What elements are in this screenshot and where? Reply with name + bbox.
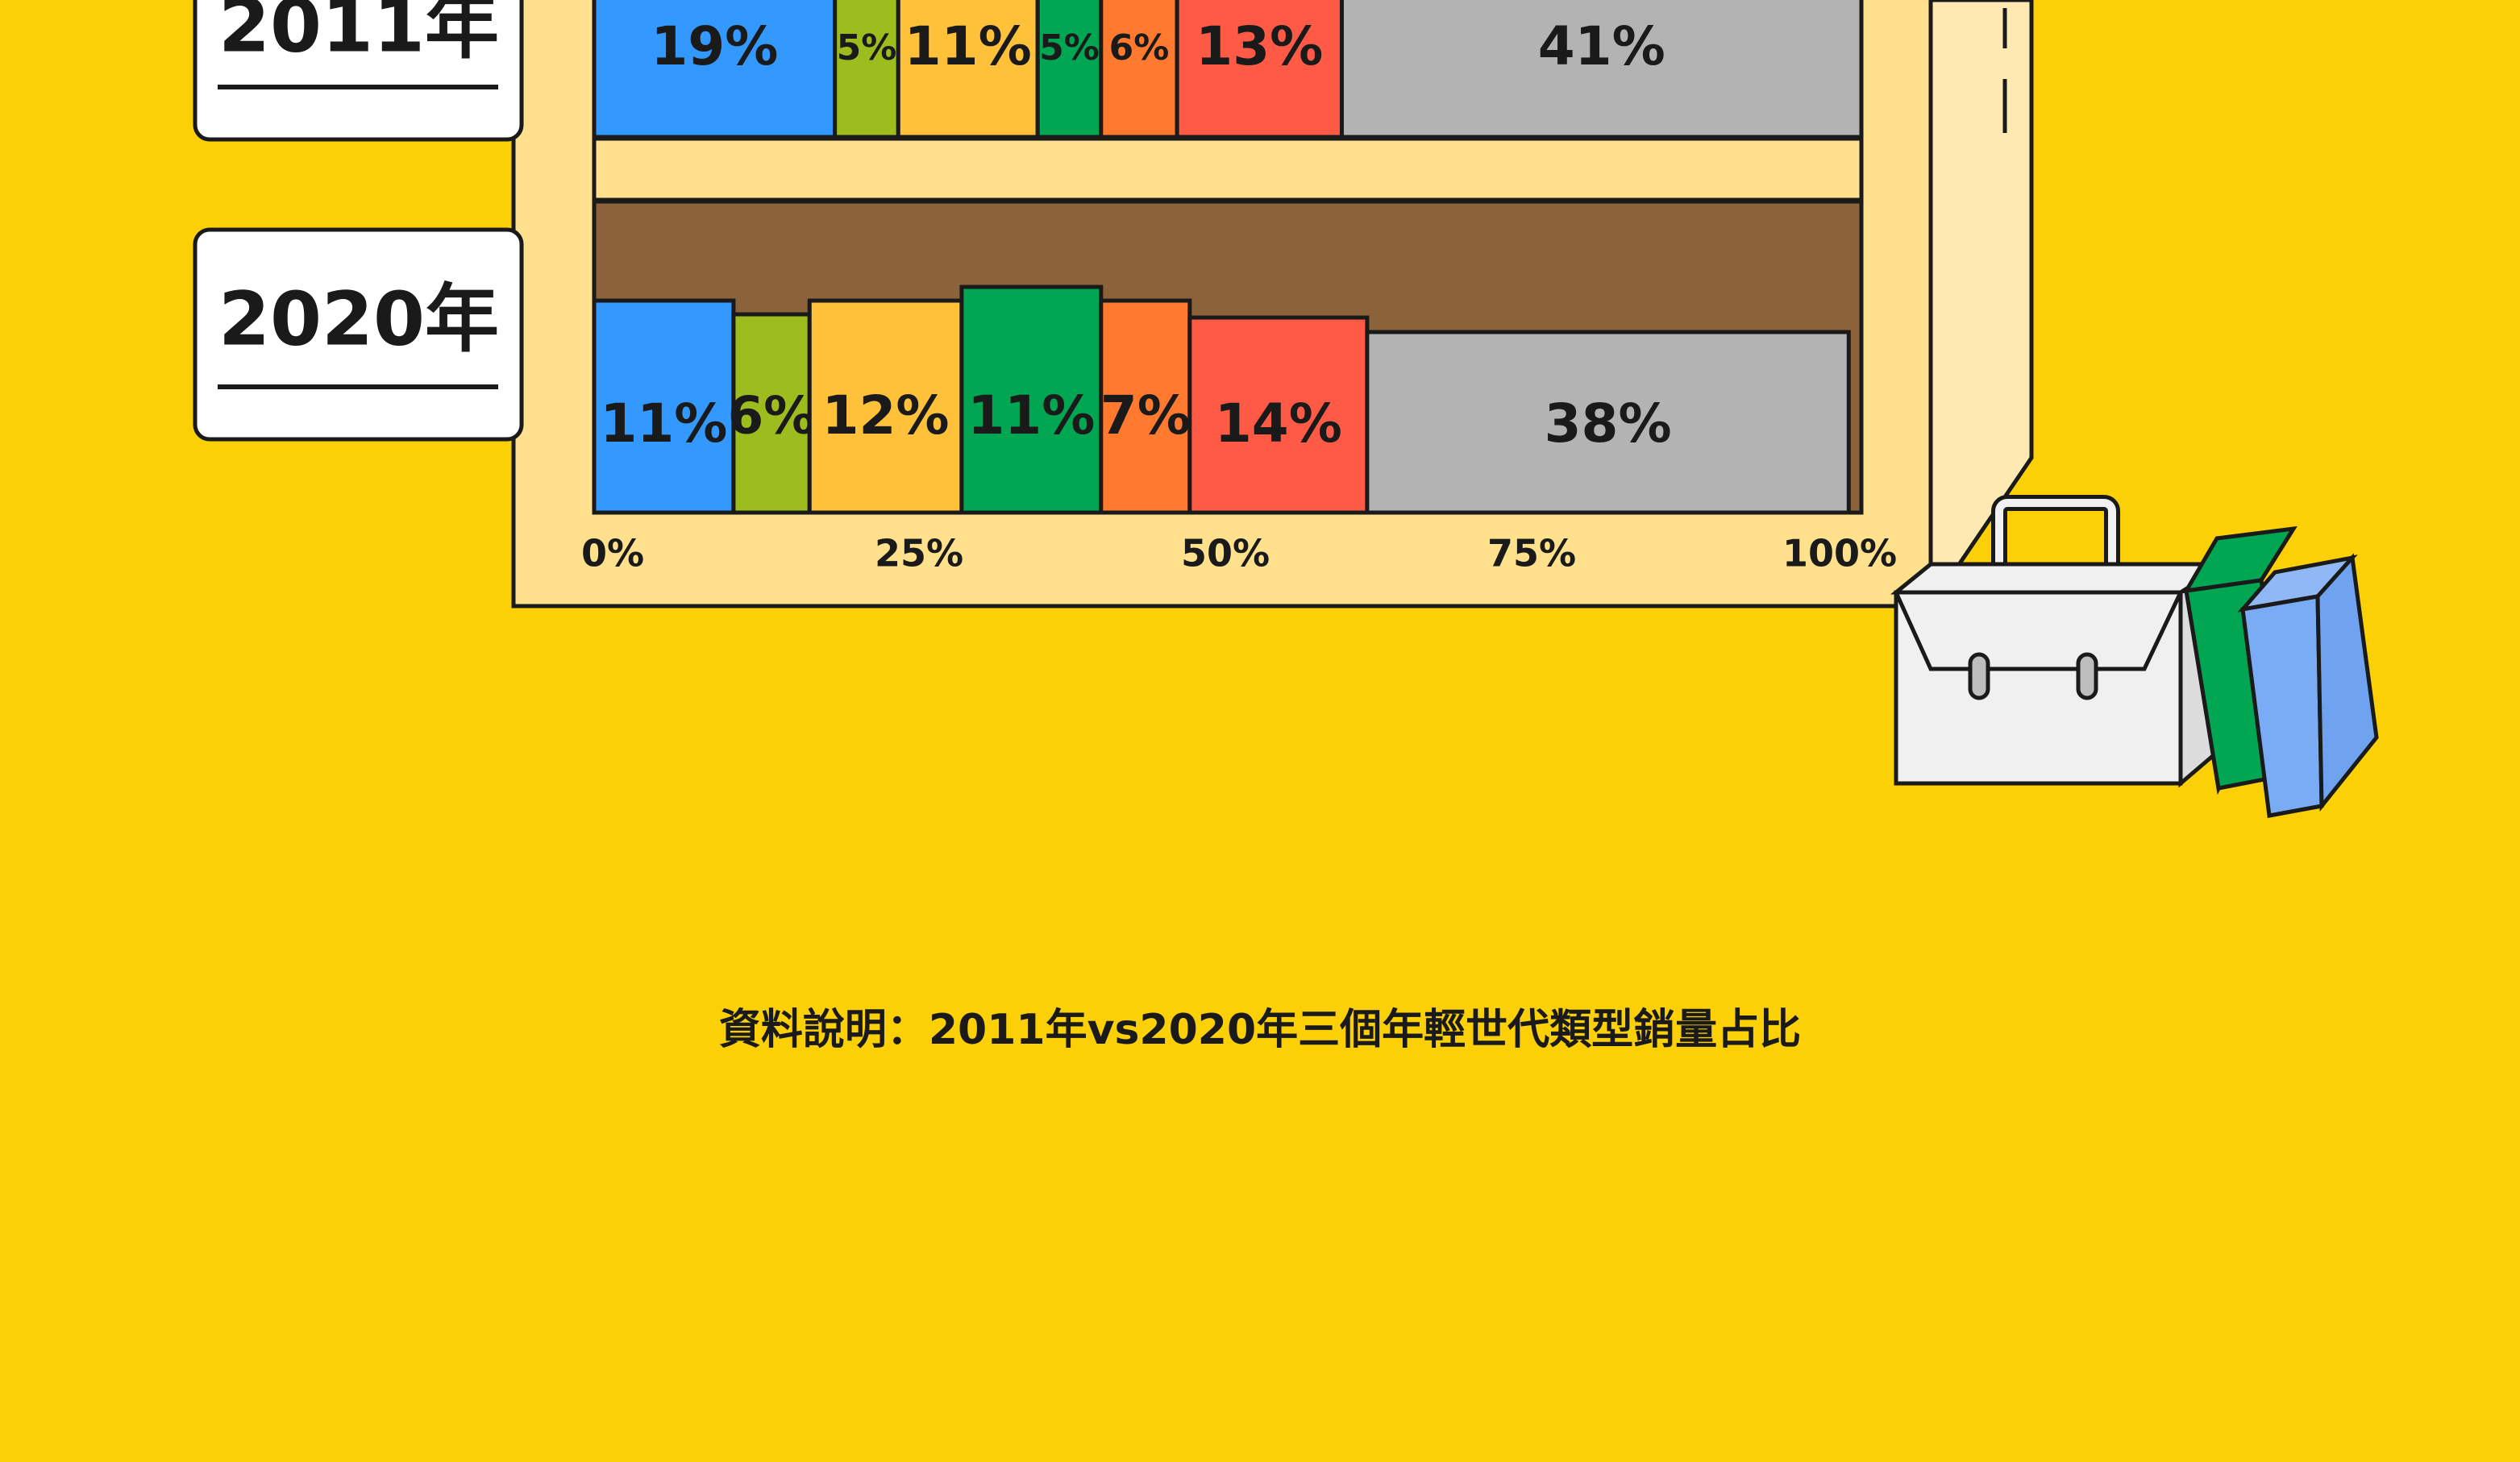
bar-segment — [896, 0, 1040, 139]
bar-segment — [1035, 0, 1104, 139]
data-label: 7% — [1100, 384, 1191, 446]
bar-segment — [592, 0, 838, 139]
bar-segment — [1099, 298, 1192, 515]
bar-segment — [807, 298, 964, 515]
data-label: 11% — [904, 15, 1032, 77]
row-label-2011-box — [193, 0, 524, 142]
briefcase-illustration — [1890, 495, 2232, 788]
briefcase-top — [1890, 562, 2232, 595]
data-source-caption: 資料說明：2011年vs2020年三個年輕世代類型銷量占比 — [718, 1006, 1802, 1054]
data-label: 11% — [967, 384, 1095, 446]
data-label: 19% — [651, 15, 778, 77]
briefcase-latch-right — [2076, 652, 2098, 700]
x-tick-label: 0% — [581, 532, 644, 575]
data-label: 14% — [1215, 392, 1342, 455]
bars-row-2020: 11% 6% 12% 11% 7% 14% 38% — [592, 285, 1851, 515]
books-illustration — [2182, 525, 2379, 818]
bar-segment — [1339, 0, 1864, 139]
bar-segment — [833, 0, 900, 139]
data-label: 11% — [600, 392, 727, 455]
data-label: 6% — [728, 387, 816, 446]
bars-row-2011: 19% 5% 11% 5% 6% 13% 41% — [592, 0, 1864, 139]
bar-segment — [1099, 0, 1179, 139]
x-tick-label: 75% — [1487, 532, 1576, 575]
x-axis: 0% 25% 50% 75% 100% — [581, 532, 1897, 575]
bar-segment — [959, 285, 1104, 515]
bar-segment — [1187, 315, 1370, 515]
briefcase-flap — [1894, 591, 2183, 671]
row-label-2020: 2020年 — [193, 227, 524, 442]
shelf-upper-board — [592, 136, 1864, 202]
bar-segment — [731, 312, 812, 515]
data-label: 5% — [1039, 27, 1100, 69]
data-label: 6% — [1109, 27, 1170, 69]
data-label: 13% — [1196, 15, 1323, 77]
briefcase-body — [1894, 590, 2183, 786]
row-label-2011: 2011年 — [193, 0, 524, 142]
x-tick-label: 100% — [1782, 532, 1897, 575]
shelf-side-panel — [1928, 0, 2034, 613]
data-label: 41% — [1538, 15, 1665, 77]
x-tick-label: 50% — [1181, 532, 1270, 575]
briefcase-latch-left — [1968, 652, 1990, 700]
data-label: 12% — [822, 384, 950, 446]
data-label: 5% — [837, 27, 897, 69]
bar-segment — [1365, 330, 1851, 515]
data-label: 38% — [1545, 392, 1672, 455]
blue-book-side — [2315, 553, 2379, 812]
x-tick-label: 25% — [875, 532, 963, 575]
row-label-2011-text: 2011年 — [218, 0, 499, 69]
bar-segment — [592, 298, 736, 515]
bar-segment — [1175, 0, 1344, 139]
row-label-2020-text: 2020年 — [218, 276, 499, 362]
